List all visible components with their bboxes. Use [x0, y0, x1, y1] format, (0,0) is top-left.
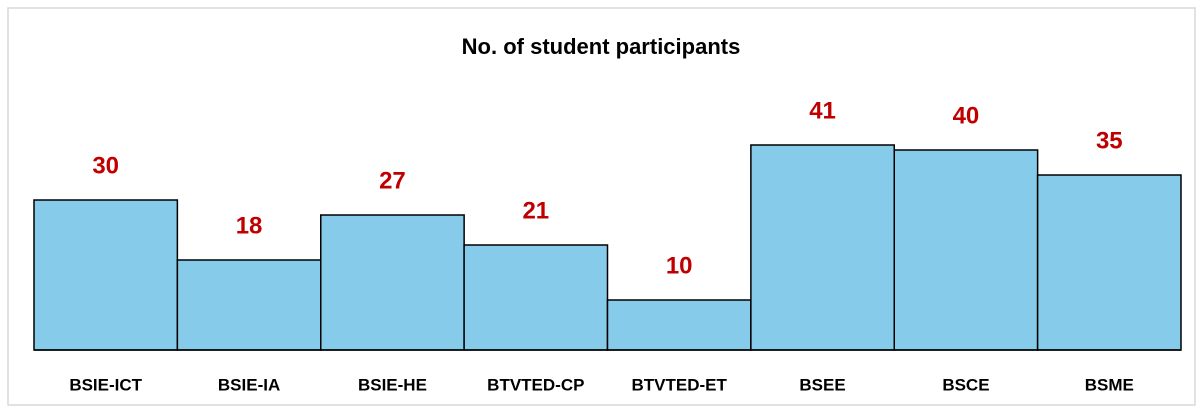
x-tick-label: BTVTED-CP — [487, 375, 584, 394]
chart-title: No. of student participants — [462, 34, 741, 59]
x-tick-label: BSIE-ICT — [69, 375, 142, 394]
bar — [33, 199, 179, 351]
x-tick-label: BSME — [1085, 375, 1134, 394]
value-label: 41 — [809, 97, 836, 124]
value-label: 21 — [522, 197, 549, 224]
x-tick-label: BSCE — [942, 375, 989, 394]
bar — [750, 144, 895, 351]
bar — [176, 259, 322, 351]
value-label: 35 — [1096, 127, 1123, 154]
x-tick-label: BSIE-IA — [218, 375, 280, 394]
x-tick-label: BSEE — [799, 375, 845, 394]
bar — [893, 149, 1039, 351]
bar — [320, 214, 465, 351]
value-label: 27 — [379, 167, 406, 194]
bar — [1036, 174, 1182, 351]
value-label: 40 — [953, 102, 980, 129]
x-tick-label: BSIE-HE — [358, 375, 427, 394]
value-label: 18 — [236, 212, 263, 239]
value-label: 10 — [666, 252, 693, 279]
bar — [606, 299, 752, 351]
value-label: 30 — [92, 152, 119, 179]
x-tick-label: BTVTED-ET — [631, 375, 727, 394]
bar — [463, 244, 609, 351]
